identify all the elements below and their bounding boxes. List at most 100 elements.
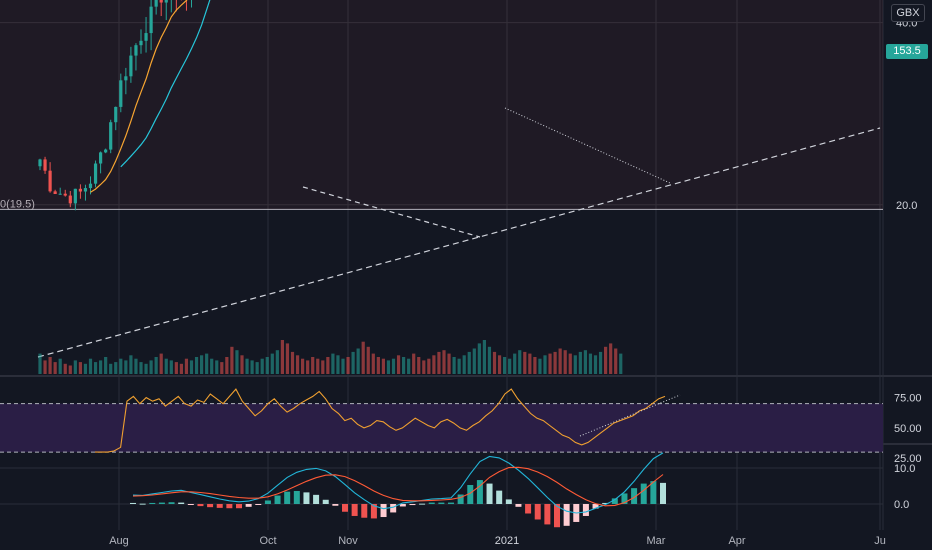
- volume-bar: [548, 353, 552, 374]
- candle-body: [124, 76, 128, 81]
- volume-bar: [366, 346, 370, 374]
- volume-bar: [159, 353, 163, 374]
- volume-bar: [583, 350, 587, 374]
- macd-histogram-bar: [274, 495, 281, 504]
- macd-histogram-bar: [130, 502, 136, 504]
- volume-bar: [523, 351, 527, 374]
- volume-bar: [68, 365, 72, 374]
- fib-level-label: 0(19.5): [0, 198, 35, 210]
- volume-bar: [402, 357, 406, 374]
- volume-bar: [114, 362, 118, 374]
- volume-bar: [346, 357, 350, 374]
- volume-bar: [53, 362, 57, 374]
- volume-bar: [503, 357, 507, 374]
- volume-bar: [563, 350, 567, 374]
- macd-histogram-bar: [390, 504, 397, 513]
- x-tick-label: 2021: [495, 535, 519, 547]
- volume-bar: [250, 360, 254, 374]
- volume-bar: [477, 343, 481, 374]
- macd-histogram-bar: [245, 504, 252, 507]
- volume-bar: [487, 346, 492, 374]
- macd-histogram-bar: [342, 504, 348, 512]
- rsi-tick-label: 50.00: [894, 423, 922, 435]
- volume-bar: [109, 363, 113, 374]
- volume-bar: [361, 341, 365, 374]
- macd-histogram-bar: [467, 484, 474, 504]
- volume-bar: [467, 351, 471, 374]
- macd-histogram-bar: [264, 500, 271, 504]
- fib-zone: [0, 0, 883, 210]
- volume-bar: [508, 358, 512, 374]
- volume-bar: [134, 358, 138, 374]
- volume-bar: [396, 355, 401, 374]
- macd-histogram-bar: [255, 504, 262, 505]
- volume-bar: [568, 353, 572, 374]
- macd-histogram-bar: [554, 504, 560, 528]
- volume-bar: [154, 357, 158, 374]
- volume-bar: [265, 357, 269, 374]
- volume-bar: [558, 348, 562, 374]
- macd-histogram-bar: [544, 504, 551, 525]
- candle-body: [159, 0, 163, 3]
- volume-bar: [139, 362, 143, 374]
- candle-body: [109, 122, 113, 150]
- currency-badge[interactable]: GBX: [891, 4, 925, 22]
- ma-fast-line: [90, 0, 188, 193]
- volume-bar: [280, 340, 284, 374]
- macd-histogram-bar: [631, 488, 638, 504]
- volume-bar: [210, 358, 214, 374]
- candle-body: [48, 170, 52, 192]
- volume-bar: [593, 355, 598, 374]
- volume-bar: [129, 355, 133, 374]
- macd-histogram-bar: [158, 502, 165, 504]
- macd-histogram-bar: [650, 481, 657, 504]
- volume-bar: [588, 353, 593, 374]
- volume-bar: [43, 360, 47, 374]
- volume-bar: [215, 360, 219, 374]
- macd-histogram-bar: [168, 502, 175, 504]
- macd-histogram-bar: [496, 490, 503, 504]
- candle-body: [58, 193, 62, 195]
- candle-body: [78, 188, 82, 192]
- rsi-line: [95, 388, 666, 453]
- volume-bar: [164, 358, 168, 374]
- volume-bar: [295, 355, 300, 374]
- x-tick-label: Ju: [874, 535, 886, 547]
- volume-bar: [391, 358, 396, 374]
- volume-bar: [275, 350, 279, 374]
- volume-bar: [194, 357, 199, 374]
- volume-bar: [93, 362, 98, 374]
- candle-body: [88, 183, 93, 189]
- volume-bar: [270, 353, 274, 374]
- candle-body: [164, 0, 168, 3]
- volume-bar: [442, 350, 446, 374]
- x-tick-label: Apr: [728, 535, 745, 547]
- macd-histogram-bar: [602, 502, 609, 504]
- volume-bar: [306, 360, 310, 374]
- volume-bar: [245, 358, 249, 374]
- macd-histogram-bar: [216, 504, 223, 508]
- volume-bar: [432, 355, 436, 374]
- macd-histogram-bar: [139, 503, 146, 505]
- macd-histogram-bar: [419, 503, 426, 505]
- volume-bar: [63, 363, 67, 374]
- volume-bar: [336, 355, 340, 374]
- macd-histogram-bar: [361, 504, 368, 518]
- volume-bar: [144, 363, 148, 374]
- macd-histogram-bar: [303, 492, 310, 504]
- volume-bar: [543, 355, 547, 374]
- macd-histogram-bar: [525, 504, 532, 514]
- volume-bar: [200, 355, 204, 374]
- volume-bar: [472, 348, 476, 374]
- volume-bar: [255, 362, 259, 374]
- candle-body: [73, 188, 77, 204]
- macd-histogram-bar: [399, 504, 406, 507]
- macd-histogram-bar: [476, 480, 483, 504]
- volume-bar: [78, 362, 82, 374]
- candle-body: [38, 159, 42, 167]
- candle-body: [83, 188, 88, 192]
- volume-bar: [326, 357, 330, 374]
- macd-tick-label: 0.0: [894, 499, 909, 511]
- macd-histogram-bar: [293, 490, 300, 504]
